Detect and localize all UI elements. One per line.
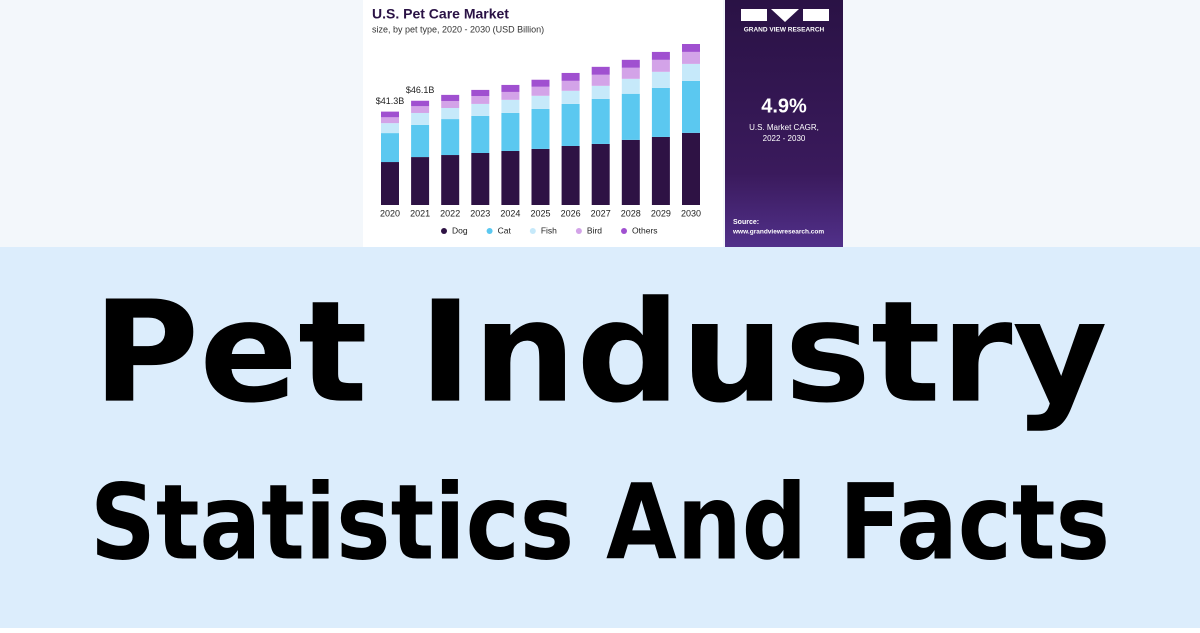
bar-segment bbox=[441, 155, 460, 205]
bar-segment bbox=[471, 115, 490, 153]
bar-segment bbox=[621, 93, 640, 140]
source-label: Source: bbox=[733, 219, 759, 226]
bar-segment bbox=[381, 123, 399, 134]
bar-segment bbox=[381, 111, 399, 118]
bar-segment bbox=[441, 100, 460, 108]
x-tick-label: 2022 bbox=[440, 208, 460, 218]
total-label: $41.3B bbox=[376, 96, 405, 106]
bar-segment bbox=[501, 99, 520, 113]
bar-segment bbox=[531, 86, 550, 96]
bar-segment bbox=[651, 87, 670, 137]
bar-segment bbox=[501, 150, 520, 205]
cagr-caption: U.S. Market CAGR, bbox=[749, 123, 819, 132]
bar-segment bbox=[411, 157, 430, 205]
bar-segment bbox=[411, 112, 430, 125]
bar-segment bbox=[651, 71, 670, 88]
bar-segment bbox=[591, 98, 610, 144]
legend-swatch bbox=[575, 228, 582, 234]
x-tick-label: 2023 bbox=[470, 208, 490, 218]
bar-segment bbox=[682, 51, 700, 64]
legend-label: Cat bbox=[498, 225, 512, 235]
bar-segment bbox=[441, 107, 460, 120]
bar-segment bbox=[561, 72, 580, 81]
bar-segment bbox=[411, 106, 430, 113]
headline: Pet Industry bbox=[93, 272, 1108, 435]
x-tick-label: 2027 bbox=[591, 208, 611, 218]
bar-segment bbox=[591, 74, 610, 86]
bar-segment bbox=[441, 94, 460, 101]
bar-segment bbox=[531, 95, 550, 109]
bar-segment bbox=[682, 132, 700, 205]
bar-segment bbox=[411, 100, 430, 107]
x-tick-label: 2025 bbox=[530, 208, 550, 218]
bar-segment bbox=[501, 91, 520, 100]
bar-segment bbox=[561, 90, 580, 104]
chart-subtitle: size, by pet type, 2020 - 2030 (USD Bill… bbox=[372, 24, 544, 34]
bar-segment bbox=[561, 103, 580, 146]
legend-swatch bbox=[529, 228, 536, 234]
cagr-value: 4.9% bbox=[761, 95, 807, 117]
bar-segment bbox=[682, 44, 700, 52]
x-tick-label: 2021 bbox=[410, 208, 430, 218]
bar-segment bbox=[682, 80, 700, 133]
bar-segment bbox=[621, 67, 640, 79]
legend-label: Dog bbox=[452, 225, 468, 235]
logo bbox=[741, 9, 829, 22]
legend-swatch bbox=[621, 228, 628, 234]
x-tick-label: 2024 bbox=[500, 208, 520, 218]
bar-segment bbox=[441, 119, 460, 156]
bar-segment bbox=[561, 80, 580, 91]
bar-segment bbox=[651, 59, 670, 72]
x-tick-label: 2028 bbox=[621, 208, 641, 218]
legend-label: Fish bbox=[541, 225, 557, 235]
total-label: $46.1B bbox=[406, 85, 435, 95]
bar-segment bbox=[561, 145, 580, 205]
x-tick-label: 2026 bbox=[561, 208, 581, 218]
bar-segment bbox=[501, 112, 520, 151]
bar-segment bbox=[471, 152, 490, 205]
legend-label: Bird bbox=[587, 225, 602, 235]
x-tick-label: 2020 bbox=[380, 208, 400, 218]
bar-segment bbox=[621, 78, 640, 94]
bar-segment bbox=[471, 96, 490, 104]
bar-segment bbox=[651, 51, 670, 60]
bar-segment bbox=[381, 133, 399, 163]
legend-swatch bbox=[486, 228, 493, 234]
bar-segment bbox=[591, 143, 610, 205]
bar-segment bbox=[591, 66, 610, 75]
bar-segment bbox=[621, 59, 640, 68]
bar-segment bbox=[621, 139, 640, 205]
bar-segment bbox=[682, 63, 700, 81]
bar-segment bbox=[651, 136, 670, 205]
headline: Statistics And Facts bbox=[90, 461, 1110, 583]
legend-label: Others bbox=[632, 225, 658, 235]
bar-segment bbox=[471, 103, 490, 116]
bar-segment bbox=[381, 162, 399, 205]
brand: GRAND VIEW RESEARCH bbox=[744, 27, 825, 34]
x-tick-label: 2029 bbox=[651, 208, 671, 218]
bar-segment bbox=[381, 117, 399, 124]
bar-segment bbox=[411, 124, 430, 158]
chart-title: U.S. Pet Care Market bbox=[372, 6, 509, 22]
bar-segment bbox=[591, 85, 610, 99]
bottom-background bbox=[0, 247, 1200, 628]
side-panel bbox=[725, 0, 843, 247]
bar-segment bbox=[531, 148, 550, 205]
source-url: www.grandviewresearch.com bbox=[732, 229, 824, 236]
cagr-caption: 2022 - 2030 bbox=[763, 134, 806, 143]
x-tick-label: 2030 bbox=[681, 208, 701, 218]
bar-segment bbox=[471, 89, 490, 97]
bar-segment bbox=[531, 108, 550, 149]
bar-segment bbox=[531, 79, 550, 87]
bar-segment bbox=[501, 84, 520, 92]
legend-swatch bbox=[441, 228, 447, 234]
